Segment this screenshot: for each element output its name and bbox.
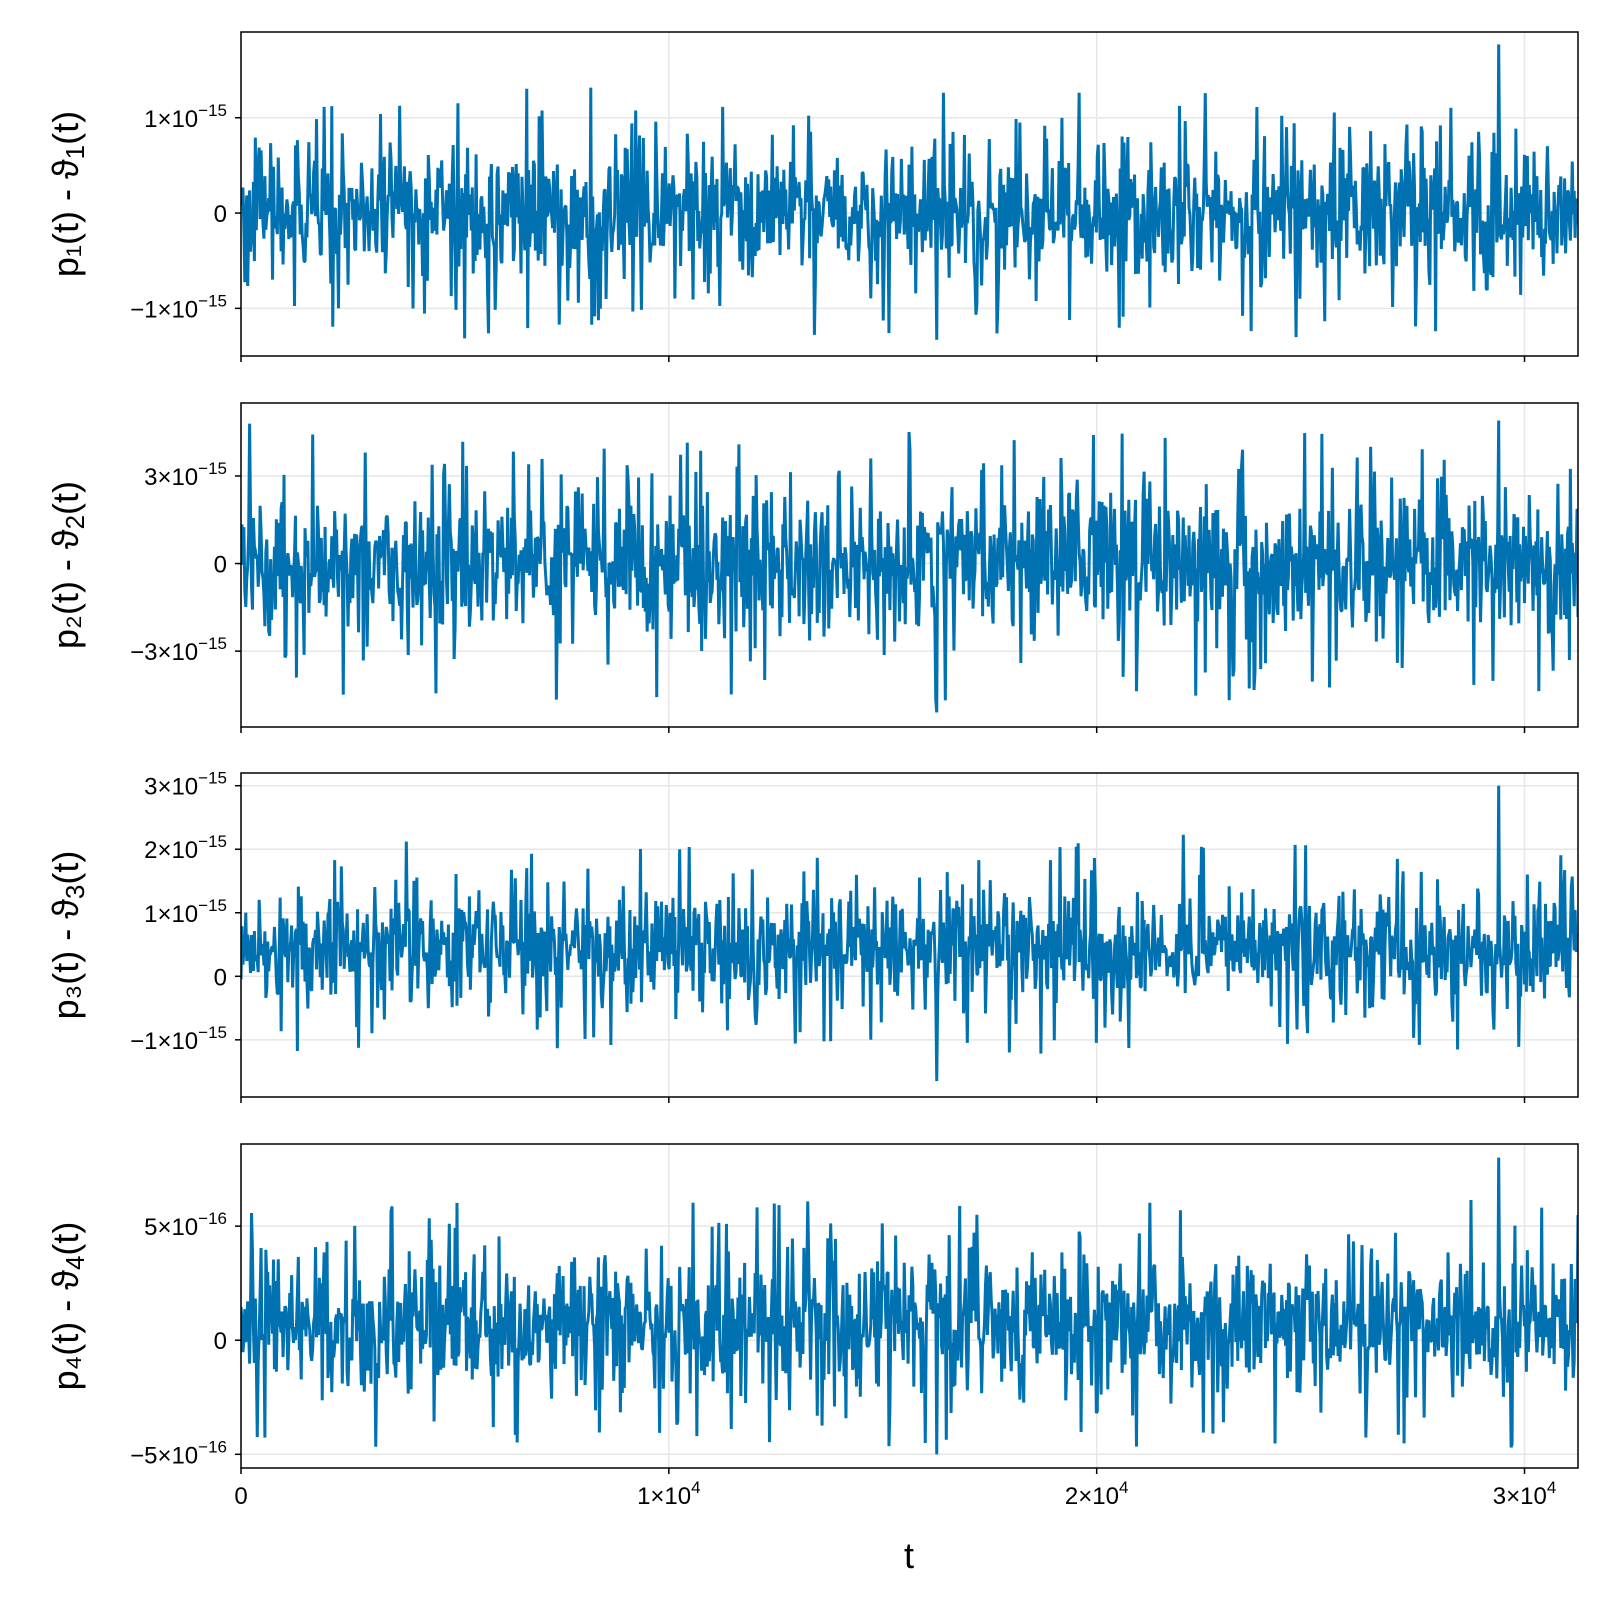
series-line-3 [241, 785, 1578, 1082]
y-axis-label-1: p₁(t) - ϑ1(t) [45, 111, 90, 277]
y-tick-label: 5×10−16 [144, 1209, 227, 1241]
y-tick-label: −3×10−15 [130, 634, 227, 666]
y-tick-label: 0 [214, 552, 227, 579]
y-tick-label: 1×10−15 [144, 101, 227, 133]
panel-2: −3×10−15 0 3×10−15 p₂(t) - ϑ2(t) [45, 402, 1579, 733]
y-axis-label-3: p₃(t) - ϑ3(t) [45, 851, 90, 1020]
y-tick-label: 2×10−15 [144, 832, 227, 864]
series-line-4 [241, 1157, 1578, 1455]
y-tick-label: −1×10−15 [130, 291, 227, 323]
axes-frame [240, 772, 1579, 1098]
panel-1: −1×10−15 0 1×10−15 p₁(t) - ϑ1(t) [45, 31, 1579, 362]
panel-4: −5×10−16 0 5×10−16 p₄(t) - ϑ4(t) [45, 1143, 1579, 1474]
y-tick-label: 3×10−15 [144, 769, 227, 801]
axes-frame [240, 402, 1579, 728]
y-tick-label: 0 [214, 201, 227, 228]
x-axis-label: t [904, 1535, 914, 1576]
y-tick-label: 0 [214, 964, 227, 991]
axes-frame [240, 31, 1579, 357]
x-tick-label: 0 [234, 1483, 247, 1510]
panel-3: −1×10−15 0 1×10−15 2×10−15 3×10−15 p₃(t) - ϑ3… [45, 769, 1579, 1103]
series-line-2 [241, 420, 1578, 713]
y-tick-label: −5×10−16 [130, 1437, 227, 1469]
y-tick-label: 3×10−15 [144, 459, 227, 491]
x-tick-label: 2×104 [1065, 1478, 1129, 1510]
axes-frame [240, 1143, 1579, 1469]
y-tick-label: 1×10−15 [144, 896, 227, 928]
y-tick-label: 0 [214, 1328, 227, 1355]
y-axis-label-2: p₂(t) - ϑ2(t) [45, 481, 90, 649]
x-tick-label: 1×104 [637, 1478, 701, 1510]
y-tick-label: −1×10−15 [130, 1023, 227, 1055]
y-axis-label-4: p₄(t) - ϑ4(t) [45, 1222, 90, 1391]
x-tick-label: 3×104 [1493, 1478, 1557, 1510]
panels: −1×10−15 0 1×10−15 p₁(t) - ϑ1(t) −3×10−15 0 3×… [45, 31, 1579, 1510]
series-line-1 [241, 44, 1578, 340]
